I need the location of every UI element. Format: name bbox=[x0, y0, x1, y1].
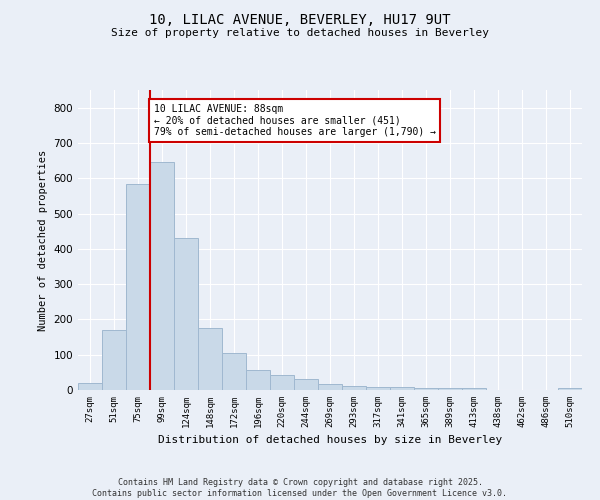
Bar bbox=[174, 238, 198, 390]
Bar bbox=[318, 384, 342, 390]
Bar bbox=[150, 162, 174, 390]
Bar bbox=[438, 388, 462, 390]
Y-axis label: Number of detached properties: Number of detached properties bbox=[38, 150, 48, 330]
Bar bbox=[462, 388, 486, 390]
Bar bbox=[126, 184, 150, 390]
Bar bbox=[414, 388, 438, 390]
Text: 10, LILAC AVENUE, BEVERLEY, HU17 9UT: 10, LILAC AVENUE, BEVERLEY, HU17 9UT bbox=[149, 12, 451, 26]
Text: 10 LILAC AVENUE: 88sqm
← 20% of detached houses are smaller (451)
79% of semi-de: 10 LILAC AVENUE: 88sqm ← 20% of detached… bbox=[154, 104, 436, 138]
Text: Contains HM Land Registry data © Crown copyright and database right 2025.
Contai: Contains HM Land Registry data © Crown c… bbox=[92, 478, 508, 498]
Bar bbox=[102, 330, 126, 390]
Bar bbox=[78, 383, 102, 390]
Bar bbox=[366, 387, 390, 390]
Bar bbox=[558, 388, 582, 390]
Bar bbox=[246, 370, 270, 390]
X-axis label: Distribution of detached houses by size in Beverley: Distribution of detached houses by size … bbox=[158, 436, 502, 446]
Bar bbox=[222, 353, 246, 390]
Bar bbox=[342, 386, 366, 390]
Bar bbox=[390, 387, 414, 390]
Bar bbox=[294, 378, 318, 390]
Text: Size of property relative to detached houses in Beverley: Size of property relative to detached ho… bbox=[111, 28, 489, 38]
Bar bbox=[270, 375, 294, 390]
Bar bbox=[198, 328, 222, 390]
